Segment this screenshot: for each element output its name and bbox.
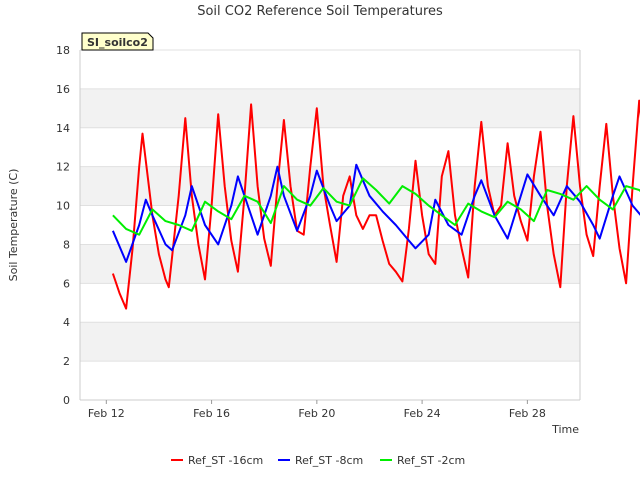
x-tick-label: Feb 16 <box>193 407 230 420</box>
grid-band <box>80 244 580 284</box>
y-tick-label: 12 <box>56 161 70 174</box>
x-axis-label: Time <box>551 423 579 436</box>
y-tick-label: 0 <box>63 394 70 407</box>
site-label-text: SI_soilco2 <box>87 36 148 49</box>
x-tick-label: Feb 24 <box>404 407 441 420</box>
grid-band <box>80 88 580 128</box>
y-tick-label: 6 <box>63 277 70 290</box>
y-tick-label: 4 <box>63 316 70 329</box>
grid-band <box>80 166 580 206</box>
y-tick-label: 16 <box>56 83 70 96</box>
legend: Ref_ST -16cm Ref_ST -8cm Ref_ST -2cm <box>171 454 465 467</box>
chart-title: Soil CO2 Reference Soil Temperatures <box>197 4 443 19</box>
series-line-2 <box>111 163 640 263</box>
x-tick-label: Feb 20 <box>298 407 335 420</box>
legend-label-3: Ref_ST -2cm <box>397 454 465 467</box>
legend-label-1: Ref_ST -16cm <box>188 454 263 467</box>
y-tick-label: 18 <box>56 44 70 57</box>
site-label-tag: SI_soilco2 <box>81 32 154 51</box>
series-line-1 <box>111 99 640 310</box>
site-label-box <box>81 32 154 51</box>
x-tick-label: Feb 28 <box>509 407 546 420</box>
grid-band <box>80 322 580 362</box>
y-axis-label: Soil Temperature (C) <box>7 169 20 282</box>
y-tick-label: 14 <box>56 122 70 135</box>
legend-label-2: Ref_ST -8cm <box>295 454 363 467</box>
x-tick-label: Feb 12 <box>88 407 125 420</box>
axes: 0 2 4 6 8 10 12 14 16 18 Feb 12 Feb 16 Feb 20 Feb 24 F… <box>56 44 581 420</box>
series-line-3 <box>112 177 640 236</box>
series-lines <box>111 99 640 310</box>
y-tick-label: 2 <box>63 355 70 368</box>
y-tick-label: 8 <box>63 238 70 251</box>
y-tick-label: 10 <box>56 200 70 213</box>
